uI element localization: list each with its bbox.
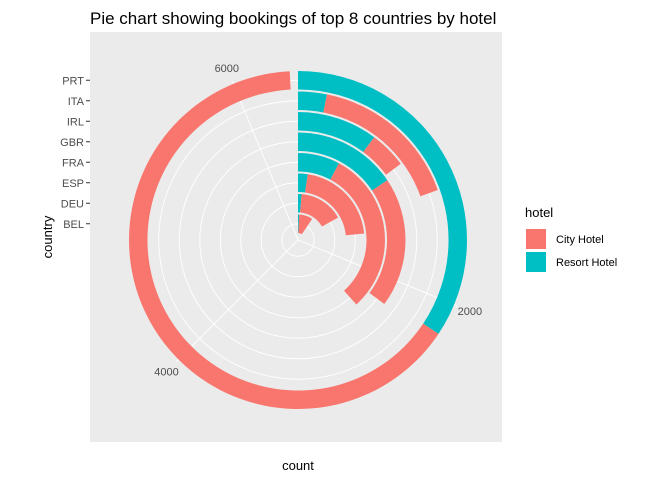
bar-irl-city-hotel (363, 137, 401, 175)
bar-gbr-resort-hotel (298, 132, 388, 191)
bar-deu-city-hotel (300, 194, 339, 227)
count-tick-label: 4000 (154, 367, 178, 379)
plot-panel (90, 32, 502, 442)
country-tick-label: ITA (68, 96, 85, 108)
y-axis-title: country (40, 215, 55, 258)
country-tick-label: DEU (61, 198, 84, 210)
chart-title: Pie chart showing bookings of top 8 coun… (90, 9, 496, 28)
legend-label: Resort Hotel (556, 257, 617, 269)
bar-ita-resort-hotel (298, 91, 327, 113)
country-tick-label: FRA (62, 157, 85, 169)
legend-title: hotel (525, 205, 553, 220)
legend-swatch (526, 252, 546, 272)
bar-fra-resort-hotel (298, 153, 339, 180)
legend: hotel City Hotel Resort Hotel (525, 205, 617, 272)
country-tick-label: BEL (63, 219, 84, 231)
bar-bel-resort-hotel (298, 214, 300, 233)
country-tick-label: PRT (62, 75, 84, 87)
bar-ita-city-hotel (323, 94, 438, 197)
bars-layer (129, 71, 467, 409)
bar-gbr-city-hotel (369, 180, 406, 305)
country-tick-label: IRL (67, 116, 84, 128)
bar-esp-city-hotel (305, 174, 365, 236)
bar-deu-resort-hotel (298, 194, 302, 213)
count-tick-label: 6000 (215, 63, 239, 75)
bar-prt-resort-hotel (298, 71, 467, 334)
count-tick-label: 2000 (458, 306, 482, 318)
legend-swatch (526, 229, 546, 249)
x-axis-title: count (282, 458, 314, 473)
bar-irl-resort-hotel (298, 112, 375, 153)
country-tick-label: ESP (62, 178, 84, 190)
bar-fra-city-hotel (330, 163, 385, 305)
bar-bel-city-hotel (298, 214, 313, 235)
tick-labels: 2000 4000 6000 BEL DEU ESP FRA GBR IRL ITA PRT (60, 63, 482, 378)
grid-spoke (231, 80, 299, 241)
grid-spoke (176, 239, 299, 362)
bar-esp-resort-hotel (298, 173, 308, 193)
country-tick-label: GBR (60, 137, 84, 149)
legend-label: City Hotel (556, 234, 604, 246)
